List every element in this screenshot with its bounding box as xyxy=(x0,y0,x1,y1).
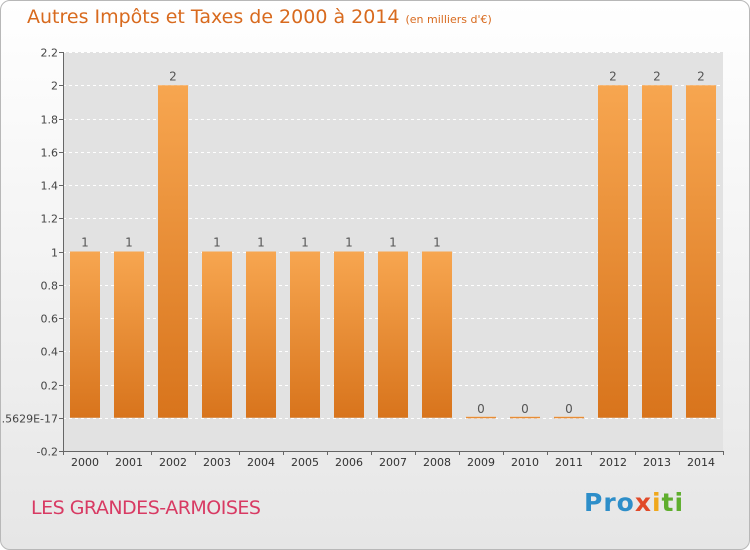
x-tick-label: 2010 xyxy=(511,456,539,469)
y-tick-label: 1 xyxy=(51,247,58,260)
data-label: 0 xyxy=(565,402,573,416)
logo-part-1: Pro xyxy=(584,488,635,517)
y-tick-label: -1.5629E-17 xyxy=(1,413,58,426)
x-tick-label: 2011 xyxy=(555,456,583,469)
bar-2002 xyxy=(158,85,188,418)
data-label: 1 xyxy=(213,236,221,250)
chart-title: Autres Impôts et Taxes de 2000 à 2014 (en… xyxy=(27,6,492,28)
data-label: 0 xyxy=(521,402,529,416)
x-axis: 2000 2001 2002 2003 2004 2005 2006 2007 2008 2009… xyxy=(63,451,724,469)
y-tick-label: 2 xyxy=(51,80,58,93)
x-tick-label: 2004 xyxy=(247,456,275,469)
bars xyxy=(70,85,716,419)
data-label: 1 xyxy=(389,236,397,250)
logo-part-2: x xyxy=(634,488,652,517)
y-axis: -0.2 -1.5629E-17 0.2 0.4 0.6 0.8 1 1.2 1.4 1.6 1.8… xyxy=(1,47,64,459)
data-label: 1 xyxy=(301,236,309,250)
x-tick-label: 2012 xyxy=(599,456,627,469)
x-tick-label: 2005 xyxy=(291,456,319,469)
x-tick-label: 2008 xyxy=(423,456,451,469)
bar-2001 xyxy=(114,251,144,418)
data-label: 2 xyxy=(609,69,617,83)
data-label: 1 xyxy=(257,236,265,250)
data-label: 0 xyxy=(477,402,485,416)
logo-part-3: i xyxy=(651,488,662,517)
x-tick-label: 2003 xyxy=(203,456,231,469)
commune-name: LES GRANDES-ARMOISES xyxy=(31,497,261,519)
bar-2004 xyxy=(246,251,276,418)
x-tick-label: 2013 xyxy=(643,456,671,469)
x-tick-label: 2007 xyxy=(379,456,407,469)
y-tick-label: 0.2 xyxy=(41,380,59,393)
data-labels: 1 1 2 1 1 1 1 1 1 0 0 0 2 2 2 xyxy=(81,69,705,416)
y-tick-label: 1.4 xyxy=(41,180,59,193)
y-tick-label: 2.2 xyxy=(41,47,59,60)
data-label: 1 xyxy=(81,236,89,250)
x-tick-label: 2001 xyxy=(115,456,143,469)
bar-2009 xyxy=(466,416,496,419)
y-tick-label: 0.6 xyxy=(41,313,59,326)
data-label: 2 xyxy=(653,69,661,83)
bar-2013 xyxy=(642,85,672,418)
y-tick-label: 0.4 xyxy=(41,346,59,359)
bar-2003 xyxy=(202,251,232,418)
x-tick-label: 2002 xyxy=(159,456,187,469)
chart-subtitle: (en milliers d'€) xyxy=(405,13,492,26)
data-label: 2 xyxy=(169,69,177,83)
y-tick-label: 0.8 xyxy=(41,280,59,293)
bar-2000 xyxy=(70,251,100,418)
y-tick-label: 1.8 xyxy=(41,114,59,127)
x-tick-label: 2009 xyxy=(467,456,495,469)
bar-2014 xyxy=(686,85,716,418)
x-tick-label: 2000 xyxy=(71,456,99,469)
chart-title-text: Autres Impôts et Taxes de 2000 à 2014 xyxy=(27,6,400,28)
y-tick-label: -0.2 xyxy=(37,446,58,459)
data-label: 1 xyxy=(125,236,133,250)
x-tick-label: 2014 xyxy=(687,456,715,469)
logo-part-4: ti xyxy=(661,488,685,517)
y-tick-label: 1.2 xyxy=(41,213,59,226)
data-label: 1 xyxy=(345,236,353,250)
bar-2011 xyxy=(554,416,584,419)
data-label: 1 xyxy=(433,236,441,250)
bar-2012 xyxy=(598,85,628,418)
y-tick-label: 1.6 xyxy=(41,147,59,160)
bar-2005 xyxy=(290,251,320,418)
x-tick-label: 2006 xyxy=(335,456,363,469)
bar-2007 xyxy=(378,251,408,418)
bar-2010 xyxy=(510,416,540,419)
proxiti-logo: Proxiti xyxy=(584,488,684,517)
bar-2006 xyxy=(334,251,364,418)
data-label: 2 xyxy=(697,69,705,83)
bar-2008 xyxy=(422,251,452,418)
